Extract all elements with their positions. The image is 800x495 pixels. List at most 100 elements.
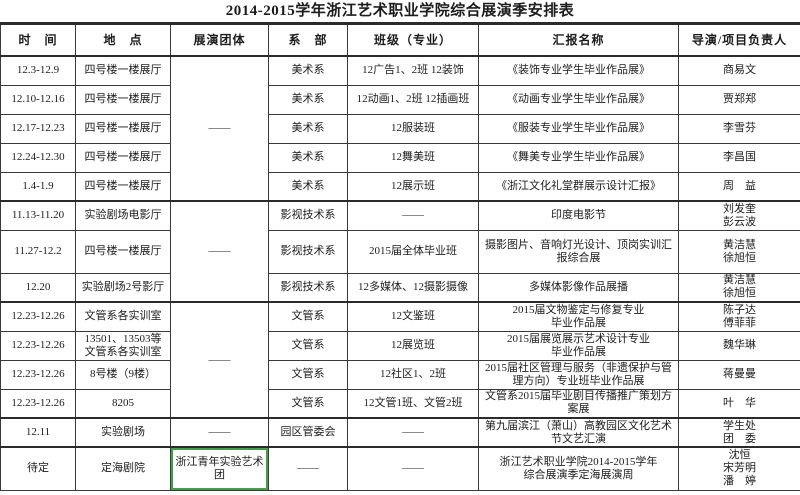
table-cell[interactable]: 11.13-11.20	[0, 200, 76, 231]
table-cell[interactable]: ——	[347, 417, 479, 448]
table-cell[interactable]: 黄洁慧 徐旭恒	[678, 229, 800, 274]
table-cell[interactable]: 四号楼一楼展厅	[75, 171, 171, 202]
table-cell[interactable]: ——	[347, 446, 479, 491]
table-cell[interactable]: ——	[170, 55, 269, 202]
table-cell[interactable]: 美术系	[268, 171, 348, 202]
table-cell[interactable]: 12展示班	[347, 171, 479, 202]
table-cell[interactable]: 学生处 团 委	[678, 417, 800, 448]
table-cell[interactable]: 刘发奎 彭云波	[678, 200, 800, 231]
table-cell[interactable]: 实验剧场	[75, 417, 171, 448]
table-cell[interactable]: 蒋曼曼	[678, 359, 800, 390]
table-cell[interactable]: 12.23-12.26	[0, 359, 76, 390]
table-cell[interactable]: 《舞美专业学生毕业作品展》	[478, 142, 679, 173]
column-header[interactable]: 展演团体	[170, 22, 269, 57]
table-cell[interactable]: 2015届全体毕业班	[347, 229, 479, 274]
table-cell[interactable]: 李雪芬	[678, 113, 800, 144]
table-cell[interactable]: 贾郑郑	[678, 84, 800, 115]
column-header[interactable]: 班级（专业）	[347, 22, 479, 57]
table-cell[interactable]: 园区管委会	[268, 417, 348, 448]
table-cell[interactable]: 实验剧场2号影厅	[75, 272, 171, 303]
table-cell[interactable]: 《服装专业学生毕业作品展》	[478, 113, 679, 144]
table-cell[interactable]: 12.20	[0, 272, 76, 303]
table-cell[interactable]: 四号楼一楼展厅	[75, 229, 171, 274]
table-cell[interactable]: 12.24-12.30	[0, 142, 76, 173]
table-cell[interactable]: 实验剧场电影厅	[75, 200, 171, 231]
table-cell[interactable]: 魏华琳	[678, 330, 800, 361]
table-cell[interactable]: 四号楼一楼展厅	[75, 113, 171, 144]
table-row: 12.23-12.26 13501、13503等 文管系各实训室 文管系 12展览班 2…	[0, 330, 800, 361]
header-row: 时 间地 点展演团体系 部班级（专业） 汇报名称 导演/项目负责人	[0, 22, 800, 57]
table-cell[interactable]: 待定	[0, 446, 76, 491]
column-header[interactable]: 导演/项目负责人	[678, 22, 800, 57]
table-cell[interactable]: 沈恒 宋芳明 潘 婷	[678, 446, 800, 491]
table-cell[interactable]: 四号楼一楼展厅	[75, 84, 171, 115]
table-cell[interactable]: 美术系	[268, 113, 348, 144]
table-cell[interactable]: 黄洁慧 徐旭恒	[678, 272, 800, 303]
table-cell[interactable]: 12.23-12.26	[0, 330, 76, 361]
table-cell[interactable]: 8号楼（9楼）	[75, 359, 171, 390]
table-cell[interactable]: 《浙江文化礼堂群展示设计汇报》	[478, 171, 679, 202]
table-cell[interactable]: 12动画1、2班 12插画班	[347, 84, 479, 115]
table-cell[interactable]: 12展览班	[347, 330, 479, 361]
table-cell[interactable]: 文管系	[268, 301, 348, 332]
table-cell[interactable]: 《动画专业学生毕业作品展》	[478, 84, 679, 115]
table-cell[interactable]: ——	[347, 200, 479, 231]
table-cell[interactable]: 陈子达 傅菲菲	[678, 301, 800, 332]
table-cell[interactable]: 12文管1班、文管2班	[347, 388, 479, 419]
table-cell[interactable]: 多媒体影像作品展播	[478, 272, 679, 303]
table-cell[interactable]: 12.17-12.23	[0, 113, 76, 144]
table-cell[interactable]: 2015届社区管理与服务（非遗保护与管理方向）专业班毕业作品展	[478, 359, 679, 390]
selected-cell[interactable]: 浙江青年实验艺术团	[170, 446, 269, 491]
table-cell[interactable]: 李昌国	[678, 142, 800, 173]
table-cell[interactable]: 美术系	[268, 55, 348, 86]
table-cell[interactable]: 文管系	[268, 330, 348, 361]
table-row: 12.3-12.9 四号楼一楼展厅 —— 美术系 12广告1、2班 12装饰 《装饰专业学…	[0, 55, 800, 202]
table-cell[interactable]: 《装饰专业学生毕业作品展》	[478, 55, 679, 86]
table-cell[interactable]: ——	[170, 301, 269, 419]
column-header[interactable]: 地 点	[75, 22, 171, 57]
table-cell[interactable]: 12.23-12.26	[0, 301, 76, 332]
table-cell[interactable]: 12.10-12.16	[0, 84, 76, 115]
table-cell[interactable]: 美术系	[268, 142, 348, 173]
table-cell[interactable]: 1.4-1.9	[0, 171, 76, 202]
table-cell[interactable]: 影视技术系	[268, 229, 348, 274]
table-cell[interactable]: 美术系	[268, 84, 348, 115]
table-cell[interactable]: 周 益	[678, 171, 800, 202]
table-cell[interactable]: 叶 华	[678, 388, 800, 419]
table-cell[interactable]: 13501、13503等 文管系各实训室	[75, 330, 171, 361]
table-cell[interactable]: 摄影图片、音响灯光设计、顶岗实训汇报综合展	[478, 229, 679, 274]
table-cell[interactable]: 印度电影节	[478, 200, 679, 231]
table-cell[interactable]: 文管系	[268, 359, 348, 390]
table-cell[interactable]: 浙江艺术职业学院2014-2015学年 综合展演季定海展演周	[478, 446, 679, 491]
table-cell[interactable]: 12多媒体、12摄影摄像	[347, 272, 479, 303]
table-cell[interactable]: 8205	[75, 388, 171, 419]
table-cell[interactable]: 12.11	[0, 417, 76, 448]
column-header[interactable]: 汇报名称	[478, 22, 679, 57]
table-cell[interactable]: 11.27-12.2	[0, 229, 76, 274]
table-cell[interactable]: 四号楼一楼展厅	[75, 142, 171, 173]
table-cell[interactable]: 影视技术系	[268, 272, 348, 303]
table-cell[interactable]: 2015届展览展示艺术设计专业 毕业作品展	[478, 330, 679, 361]
table-cell[interactable]: 商易文	[678, 55, 800, 86]
column-header[interactable]: 时 间	[0, 22, 76, 57]
table-cell[interactable]: 文管系	[268, 388, 348, 419]
table-cell[interactable]: 12舞美班	[347, 142, 479, 173]
table-cell[interactable]: 第九届滨江（萧山）高教园区文化艺术节文艺汇演	[478, 417, 679, 448]
table-cell[interactable]: 12.3-12.9	[0, 55, 76, 86]
table-cell[interactable]: 12社区1、2班	[347, 359, 479, 390]
table-cell[interactable]: 2015届文物鉴定与修复专业 毕业作品展	[478, 301, 679, 332]
table-cell[interactable]: 12广告1、2班 12装饰	[347, 55, 479, 86]
table-cell[interactable]: 文管系各实训室	[75, 301, 171, 332]
table-cell[interactable]: 影视技术系	[268, 200, 348, 231]
table-cell[interactable]: 定海剧院	[75, 446, 171, 491]
schedule-table: 时 间地 点展演团体系 部班级（专业） 汇报名称 导演/项目负责人 12.3-12.…	[0, 22, 800, 491]
column-header[interactable]: 系 部	[268, 22, 348, 57]
table-cell[interactable]: ——	[170, 417, 269, 448]
table-cell[interactable]: ——	[170, 200, 269, 303]
table-cell[interactable]: ——	[268, 446, 348, 491]
table-cell[interactable]: 12服装班	[347, 113, 479, 144]
table-cell[interactable]: 12文鉴班	[347, 301, 479, 332]
table-cell[interactable]: 12.23-12.26	[0, 388, 76, 419]
table-cell[interactable]: 文管系2015届毕业剧目传播推广策划方案展	[478, 388, 679, 419]
table-cell[interactable]: 四号楼一楼展厅	[75, 55, 171, 86]
